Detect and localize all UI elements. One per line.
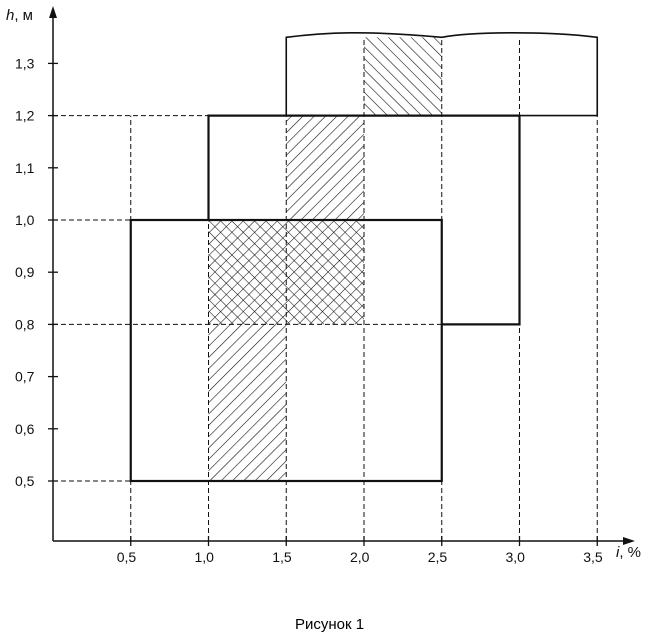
y-axis-unit: , м (14, 7, 33, 24)
y-tick-label-2: 0,7 (15, 369, 35, 385)
y-tick-label-1: 0,6 (15, 421, 35, 437)
x-axis-unit: , % (619, 544, 641, 561)
y-tick-label-3: 0,8 (15, 316, 35, 332)
axes (49, 6, 635, 545)
x-axis-arrow (623, 537, 635, 545)
figure-caption: Рисунок 1 (294, 616, 365, 633)
y-tick-label-8: 1,3 (15, 55, 35, 71)
x-tick-label-0: 0,5 (117, 549, 137, 565)
x-axis-symbol: i (616, 544, 620, 561)
ticks: 0,5 1,0 1,5 2,0 2,5 3,0 3,5 0,5 0,6 0,7 0,8 0,9 1,0 1… (15, 55, 603, 565)
x-tick-label-6: 3,5 (583, 549, 603, 565)
region-0 (129, 218, 443, 483)
x-tick-label-3: 2,0 (350, 549, 370, 565)
regions (129, 31, 599, 483)
x-tick-label-1: 1,0 (195, 549, 215, 565)
y-tick-label-7: 1,2 (15, 108, 35, 124)
hatched-areas (208, 37, 442, 481)
y-axis-label: h, м (6, 7, 33, 24)
hatched-area-3 (364, 37, 442, 116)
y-tick-label-4: 0,9 (15, 264, 35, 280)
y-tick-label-5: 1,0 (15, 212, 35, 228)
y-tick-label-0: 0,5 (15, 473, 35, 489)
y-axis-symbol: h (6, 7, 14, 24)
x-tick-label-5: 3,0 (506, 549, 526, 565)
region-2 (285, 31, 599, 117)
x-tick-label-4: 2,5 (428, 549, 448, 565)
x-tick-label-2: 1,5 (272, 549, 292, 565)
y-tick-label-6: 1,1 (15, 160, 35, 176)
x-axis-label: i, % (616, 544, 641, 561)
hatched-area-0 (208, 324, 287, 481)
hatched-area-2 (286, 115, 364, 220)
y-axis-arrow (49, 6, 57, 18)
